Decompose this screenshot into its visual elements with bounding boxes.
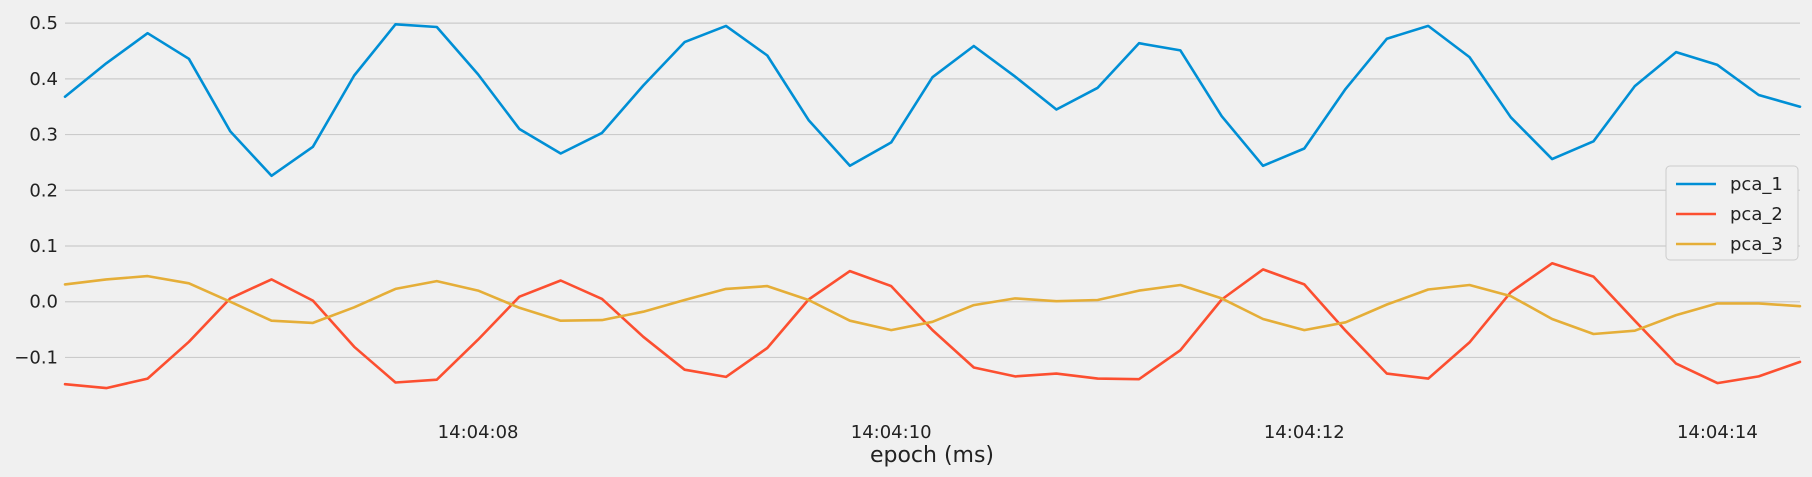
series-lines xyxy=(63,22,1802,390)
x-axis-title: epoch (ms) xyxy=(870,443,994,468)
series-line-pca-1 xyxy=(63,22,1802,178)
y-tick-label: 0.0 xyxy=(29,292,58,313)
y-tick-label: −0.1 xyxy=(14,347,58,368)
series-line-pca-2 xyxy=(63,261,1802,390)
legend-box xyxy=(1665,165,1799,261)
legend: pca_1 pca_2 pca_3 xyxy=(1665,165,1799,261)
y-tick-label: 0.1 xyxy=(29,236,58,257)
y-tick-label: 0.3 xyxy=(29,125,58,146)
legend-label-pca-2: pca_2 xyxy=(1730,204,1783,225)
y-tick-label: 0.2 xyxy=(29,180,58,201)
y-tick-label: 0.4 xyxy=(29,69,58,90)
x-tick-label: 14:04:14 xyxy=(1677,422,1758,443)
legend-label-pca-3: pca_3 xyxy=(1730,234,1783,255)
gridlines xyxy=(65,22,1800,359)
legend-label-pca-1: pca_1 xyxy=(1730,174,1783,195)
x-tick-label: 14:04:12 xyxy=(1264,422,1345,443)
series-line-pca-3 xyxy=(63,274,1802,336)
y-tick-label: 0.5 xyxy=(29,13,58,34)
x-tick-label: 14:04:08 xyxy=(438,422,519,443)
y-axis-tick-labels: −0.1 0.0 0.1 0.2 0.3 0.4 0.5 xyxy=(14,13,58,368)
x-tick-label: 14:04:10 xyxy=(851,422,932,443)
x-axis-tick-labels: 14:04:08 14:04:10 14:04:12 14:04:14 xyxy=(438,422,1758,443)
